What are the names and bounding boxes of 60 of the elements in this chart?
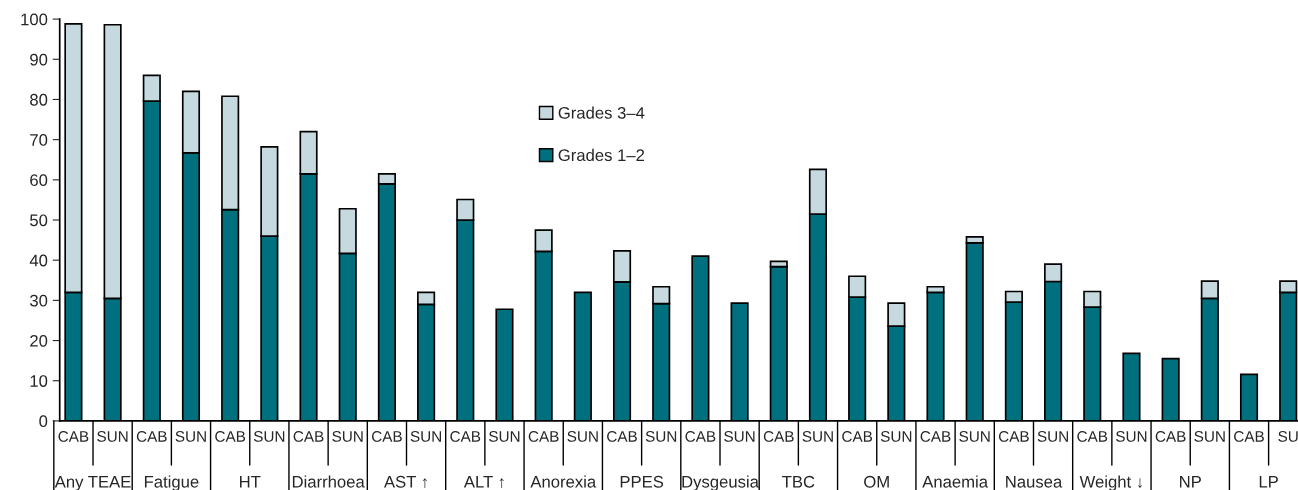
text: Anorexia [530,475,597,488]
x-tick-label: CAB [136,431,167,442]
y-tick-label: 50 [30,214,48,227]
legend-label: Grades 3–4 [558,106,645,119]
x-tick-label: SUN [1037,431,1068,442]
text: PPES [620,475,664,488]
x-tick-label: CAB [528,431,559,442]
text: AST ↑ [384,475,427,488]
x-tick-label: SUN [97,431,128,442]
text: Nausea [1006,476,1063,488]
x-tick-label: SUN [645,431,677,442]
x-tick-label: CAB [920,431,951,442]
x-tick-label: SUN [175,431,206,442]
x-tick-label: SUN [1194,431,1225,442]
y-tick-label: 60 [30,174,48,187]
text: NP [1180,476,1201,488]
x-tick-label: SUN [332,431,363,442]
text: HT [240,476,261,488]
text: LP [1259,476,1278,488]
x-tick-label: SUN [880,431,912,442]
y-tick-label: 100 [21,13,48,26]
x-tick-label: CAB [998,431,1029,442]
y-tick-label: 0 [39,415,48,428]
y-tick-label: 40 [29,254,48,267]
x-tick-label: SUN [410,431,441,442]
x-tick-label: CAB [1155,431,1186,442]
text: Weight ↓ [1079,475,1142,490]
text: Fatigue [144,475,199,490]
x-tick-label: SUN [567,431,598,442]
x-tick-label: SUN [802,431,833,442]
legend-label: Grades 1–2 [558,148,645,162]
x-tick-label: CAB [1234,431,1264,442]
y-tick-label: 90 [30,53,48,66]
text: Anaemia [922,475,989,488]
x-tick-label: SUN [724,431,755,442]
text: Any TEAE [54,476,131,490]
x-tick-label: SU [1278,431,1298,442]
text: ALT ↑ [463,476,504,488]
x-tick-label: CAB [215,431,246,442]
x-tick-label: SUN [1116,431,1147,442]
x-tick-label: SUN [959,431,990,442]
x-tick-label: SUN [253,431,285,442]
y-tick-label: 80 [30,93,48,106]
text: Diarrhoea [292,475,365,488]
x-tick-label: CAB [842,431,873,442]
x-tick-label: CAB [450,431,481,442]
x-tick-label: CAB [607,431,637,442]
x-tick-label: CAB [1077,431,1108,442]
y-tick-label: 70 [30,134,48,146]
y-tick-label: 30 [30,294,48,307]
x-tick-label: CAB [763,431,794,442]
x-tick-label: CAB [685,431,716,442]
x-tick-label: CAB [58,431,89,442]
x-tick-label: CAB [293,431,324,442]
y-tick-label: 20 [30,334,48,347]
text: OM [864,475,889,488]
x-tick-label: SUN [489,431,520,442]
x-tick-label: CAB [371,431,402,442]
y-tick-label: 10 [30,375,48,387]
text: TBC [782,475,815,488]
